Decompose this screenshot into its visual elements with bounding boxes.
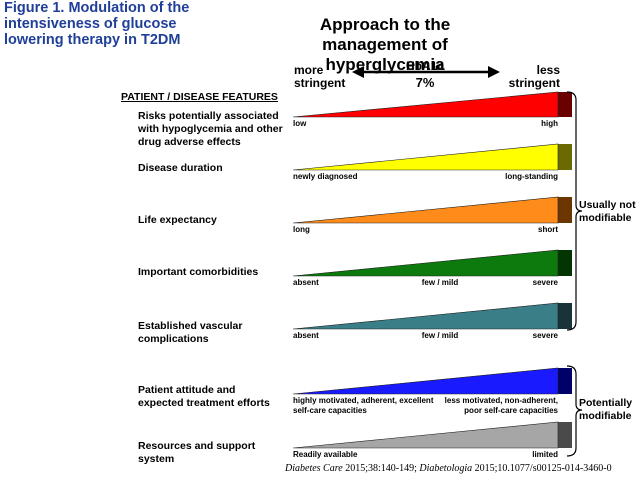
scale-low-resources: Readily available [293,450,358,459]
scale-low-duration: newly diagnosed [293,172,358,181]
feature-label-disease-duration: Disease duration [138,162,223,174]
wedge-disease-duration [292,143,572,171]
scale-high-life-expectancy: short [538,225,558,234]
wedge-fill [292,196,559,224]
scale-mid-vascular: few / mild [421,331,459,340]
wedge-vascular-complications [292,302,572,330]
scale-high-attitude: less motivated, non-adherent, poor self-… [444,396,558,415]
wedge-comorbidities [292,249,572,277]
scale-mid-comorbidities: few / mild [421,278,459,287]
feature-label-comorbidities: Important comorbidities [138,266,259,278]
section-header: PATIENT / DISEASE FEATURES [121,91,278,103]
citation: Diabetes Care 2015;38:140-149; Diabetolo… [285,463,612,474]
scale-high-duration: long-standing [505,172,558,181]
diagram-title: Approach to the management of hyperglyce… [319,15,451,74]
feature-label-patient-attitude: Patient attitude and expected treatment … [138,384,270,409]
feature-label-vascular-complications: Established vascular complications [138,320,243,345]
wedge-fill [292,249,559,277]
feature-label-resources-support: Resources and support system [138,440,256,465]
feature-label-hypoglycemia-risk: Risks potentially associated with hypogl… [138,110,283,148]
scale-left-label: more stringent [294,63,346,90]
hba1c-value: 7% [415,75,435,90]
hba1c-label: HbA1c [405,59,444,73]
citation-journal-2: Diabetologia [419,463,473,474]
scale-low-life-expectancy: long [293,225,310,234]
scale-high-comorbidities: severe [532,278,558,287]
wedge-patient-attitude [292,367,572,395]
scale-high-hypoglycemia: high [541,119,558,128]
wedge-resources-support [292,421,572,449]
scale-high-vascular: severe [532,331,558,340]
figure-title: Figure 1. Modulation of the intensivenes… [4,0,190,48]
citation-ref-2: 2015;10.1077/s00125-014-3460-0 [472,463,612,474]
wedge-hypoglycemia-risk [292,91,572,118]
double-arrow-icon [352,66,500,78]
wedge-fill [292,421,559,449]
bracket-label-not-modifiable: Usually not modifiable [579,199,636,224]
scale-low-hypoglycemia: low [293,119,307,128]
wedge-life-expectancy [292,196,572,224]
wedge-fill [292,143,559,171]
wedge-fill [292,91,559,118]
scale-low-comorbidities: absent [293,278,319,287]
wedge-fill [292,302,559,330]
citation-ref-1: 2015;38:140-149; [342,463,420,474]
scale-low-vascular: absent [293,331,319,340]
bracket-not-modifiable [566,91,583,331]
bracket-modifiable [566,365,583,457]
citation-journal-1: Diabetes Care [285,463,343,474]
bracket-label-modifiable: Potentially modifiable [579,397,633,422]
scale-right-label: less stringent [508,63,560,90]
feature-label-life-expectancy: Life expectancy [138,214,217,226]
scale-high-resources: limited [532,450,558,459]
scale-low-attitude: highly motivated, adherent, excellent se… [293,396,434,415]
wedge-fill [292,367,559,395]
